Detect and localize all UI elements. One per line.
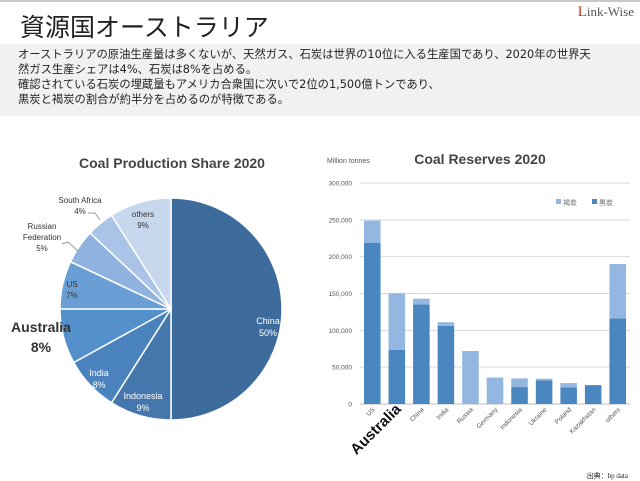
slice-value: 8% <box>92 380 105 390</box>
page-title: 資源国オーストラリア <box>20 13 269 42</box>
bar-us <box>364 242 381 404</box>
legend-swatch <box>592 199 597 204</box>
bar-indonesia <box>511 387 528 404</box>
bar-others <box>609 318 626 404</box>
x-tick-label: Australia <box>347 400 405 458</box>
y-tick-label: 0 <box>348 402 352 409</box>
pie-chart: Coal Production Share 2020 China 50% Indone… <box>11 155 283 421</box>
bar-india <box>437 325 455 404</box>
slice-label: Australia <box>11 319 71 335</box>
bar-ukraine <box>535 380 553 404</box>
x-tick-label: India <box>435 406 450 421</box>
leader-line <box>88 212 101 221</box>
chart-title: Coal Reserves 2020 <box>414 151 546 167</box>
bar-australia <box>388 293 406 350</box>
bar-ukraine <box>535 378 553 381</box>
pie-slice-china <box>170 197 283 421</box>
slice-label: Russian <box>28 222 57 231</box>
bar-china <box>413 298 430 305</box>
bar-germany <box>486 377 504 404</box>
bar-kazakhstan <box>584 385 602 404</box>
bar-us <box>364 220 381 243</box>
x-tick-label: Kazakhstan <box>569 406 598 435</box>
x-tick-label: Germany <box>476 406 500 430</box>
bar-china <box>413 304 430 404</box>
description: オーストラリアの原油生産量は多くないが、天然ガス、石炭は世界の10位に入る生産国… <box>0 44 640 116</box>
leader-line <box>61 241 79 252</box>
slice-label: India <box>89 368 109 378</box>
logo-text: ink-Wise <box>586 4 634 19</box>
slice-label: Indonesia <box>123 391 162 401</box>
y-tick-label: 300,000 <box>329 181 353 188</box>
description-line: オーストラリアの原油生産量は多くないが、天然ガス、石炭は世界の10位に入る生産国… <box>18 48 591 61</box>
slice-label: others <box>132 210 154 219</box>
slice-value: 8% <box>31 339 52 355</box>
source-note: 出典：bp data <box>586 472 628 480</box>
slice-value: 5% <box>36 244 48 253</box>
slice-value: 4% <box>74 207 86 216</box>
slice-value: 9% <box>136 403 149 413</box>
x-tick-label: Ukraine <box>528 406 549 427</box>
x-tick-label: Russia <box>456 406 475 425</box>
legend-swatch <box>556 199 561 204</box>
slice-value: 50% <box>259 328 277 338</box>
y-tick-label: 50,000 <box>332 365 352 372</box>
y-tick-label: 100,000 <box>329 328 353 335</box>
bar-indonesia <box>511 378 528 388</box>
bar-poland <box>560 383 577 388</box>
bar-chart: Coal Reserves 2020 Million tonnes 0 50,000 1… <box>327 151 630 458</box>
slice-label: US <box>66 280 77 289</box>
x-tick-label: others <box>604 406 622 424</box>
x-tick-label: US <box>365 406 377 418</box>
slice-value: 9% <box>137 221 149 230</box>
slice-value: 7% <box>66 291 78 300</box>
chart-title: Coal Production Share 2020 <box>79 155 265 171</box>
slice-label: South Africa <box>58 196 102 205</box>
legend-label: 褐炭 <box>563 198 577 207</box>
bar-australia <box>388 349 406 404</box>
x-tick-label: Indonesia <box>499 406 524 431</box>
y-tick-label: 250,000 <box>329 217 353 224</box>
x-tick-label: Poland <box>554 406 574 426</box>
description-line: 黒炭と褐炭の割合が約半分を占めるのが特徴である。 <box>18 93 290 106</box>
logo: Link-Wise <box>577 4 634 20</box>
slice-label: China <box>256 316 280 326</box>
bar-india <box>437 322 455 326</box>
description-line: 確認されている石炭の埋蔵量もアメリカ合衆国に次いで2位の1,500億トンであり、 <box>18 78 440 91</box>
bar-russia <box>462 350 479 404</box>
description-line: 然ガス生産シェアは4%、石炭は8%を占める。 <box>18 63 258 76</box>
x-tick-label: China <box>409 406 426 423</box>
y-tick-label: 200,000 <box>329 254 353 261</box>
y-tick-label: 150,000 <box>329 291 353 298</box>
y-axis-label: Million tonnes <box>327 158 370 165</box>
pie-slice-others <box>110 197 172 312</box>
legend-label: 黒炭 <box>599 199 613 207</box>
slice-label: Federation <box>23 233 61 242</box>
bar-poland <box>560 387 577 404</box>
bar-others <box>609 264 626 319</box>
